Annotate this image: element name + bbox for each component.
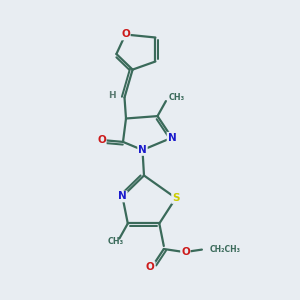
Text: N: N — [167, 133, 176, 143]
Text: CH₂CH₃: CH₂CH₃ — [210, 245, 241, 254]
Text: N: N — [138, 145, 147, 155]
Text: CH₃: CH₃ — [168, 93, 184, 102]
Text: N: N — [118, 191, 127, 202]
Text: O: O — [97, 135, 106, 146]
Text: O: O — [181, 247, 190, 257]
Text: H: H — [108, 92, 116, 100]
Text: O: O — [146, 262, 155, 272]
Text: O: O — [121, 29, 130, 40]
Text: S: S — [172, 193, 179, 203]
Text: CH₃: CH₃ — [108, 237, 124, 246]
